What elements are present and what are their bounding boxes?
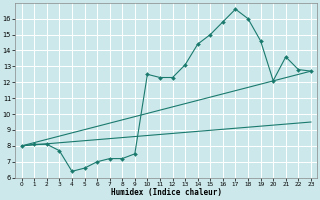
- X-axis label: Humidex (Indice chaleur): Humidex (Indice chaleur): [111, 188, 222, 197]
